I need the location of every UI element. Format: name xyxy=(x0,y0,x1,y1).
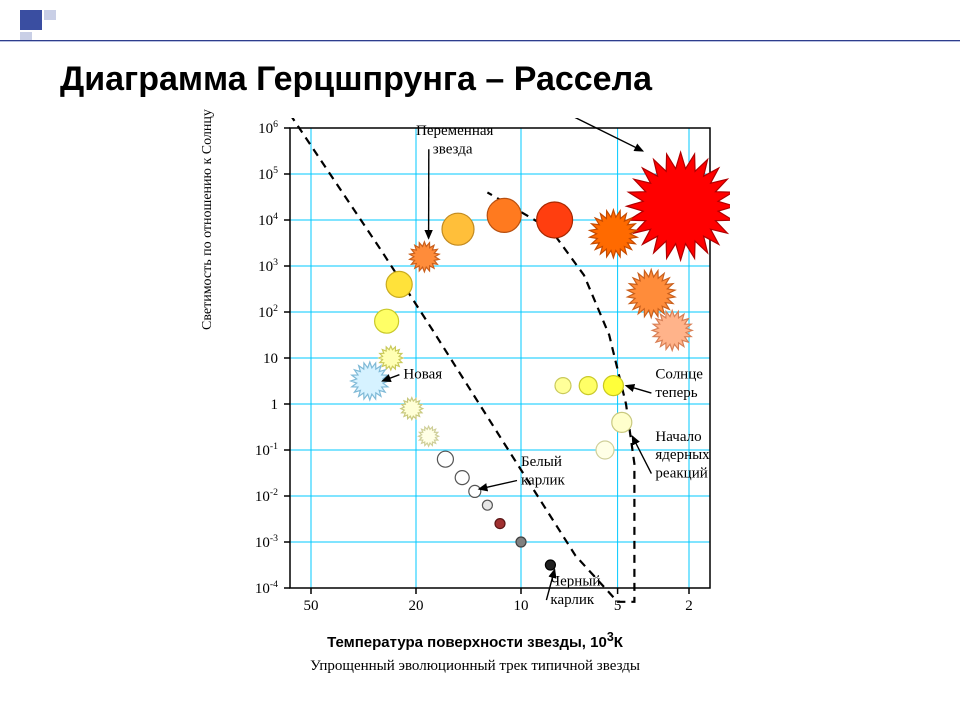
annotation-label: Белый xyxy=(521,454,562,470)
annotation-label: Черный xyxy=(550,574,600,590)
annotation-label: теперь xyxy=(655,385,697,401)
star xyxy=(401,398,423,420)
star xyxy=(469,485,481,497)
svg-text:1: 1 xyxy=(271,397,279,413)
svg-text:106: 106 xyxy=(258,119,278,137)
star xyxy=(612,412,632,432)
annotation-label: Новая xyxy=(403,367,442,383)
star xyxy=(627,152,730,260)
hr-diagram-svg: 10610510410310210110-110-210-310-4502010… xyxy=(220,118,730,698)
star xyxy=(487,198,521,232)
svg-text:5: 5 xyxy=(614,598,622,614)
star xyxy=(545,560,555,570)
annotation-label: карлик xyxy=(550,592,595,608)
y-axis-label: Светимость по отношению к Солнцу xyxy=(200,109,216,330)
star xyxy=(437,451,453,467)
svg-text:20: 20 xyxy=(409,598,424,614)
top-rule xyxy=(0,40,960,42)
svg-text:103: 103 xyxy=(258,257,278,275)
annotation-label: ядерных xyxy=(655,447,710,463)
star xyxy=(495,519,505,529)
star xyxy=(603,376,623,396)
chart-subtitle: Упрощенный эволюционный трек типичной зв… xyxy=(220,658,730,675)
annotation-label: карлик xyxy=(521,473,566,489)
slide: Диаграмма Герцшпрунга – Рассела Светимос… xyxy=(0,0,960,720)
x-axis-label: Температура поверхности звезды, 103К xyxy=(220,630,730,651)
star xyxy=(555,378,571,394)
star xyxy=(386,271,412,297)
svg-text:10: 10 xyxy=(514,598,529,614)
chart-region: 10610510410310210110-110-210-310-4502010… xyxy=(220,118,730,698)
svg-text:10-1: 10-1 xyxy=(255,441,278,459)
annotation-label: звезда xyxy=(433,141,473,157)
annotation-label: реакций xyxy=(655,466,707,482)
svg-text:10: 10 xyxy=(263,351,278,367)
svg-text:10-2: 10-2 xyxy=(255,487,278,505)
annotation-label: Начало xyxy=(655,429,701,445)
star xyxy=(442,213,474,245)
star xyxy=(379,346,403,370)
star xyxy=(375,309,399,333)
slide-title: Диаграмма Герцшпрунга – Рассела xyxy=(60,60,652,99)
star xyxy=(596,441,614,459)
annotation-label: Солнце xyxy=(655,367,703,383)
star xyxy=(516,537,526,547)
svg-text:105: 105 xyxy=(258,165,278,183)
star xyxy=(579,377,597,395)
svg-text:10-4: 10-4 xyxy=(255,579,278,597)
svg-text:2: 2 xyxy=(685,598,693,614)
svg-text:102: 102 xyxy=(258,303,278,321)
annotation-label: Переменная xyxy=(416,123,494,139)
star xyxy=(537,202,573,238)
star xyxy=(482,500,492,510)
star xyxy=(419,426,439,446)
star xyxy=(455,471,469,485)
svg-text:50: 50 xyxy=(304,598,319,614)
svg-text:10-3: 10-3 xyxy=(255,533,278,551)
svg-text:104: 104 xyxy=(258,211,278,229)
